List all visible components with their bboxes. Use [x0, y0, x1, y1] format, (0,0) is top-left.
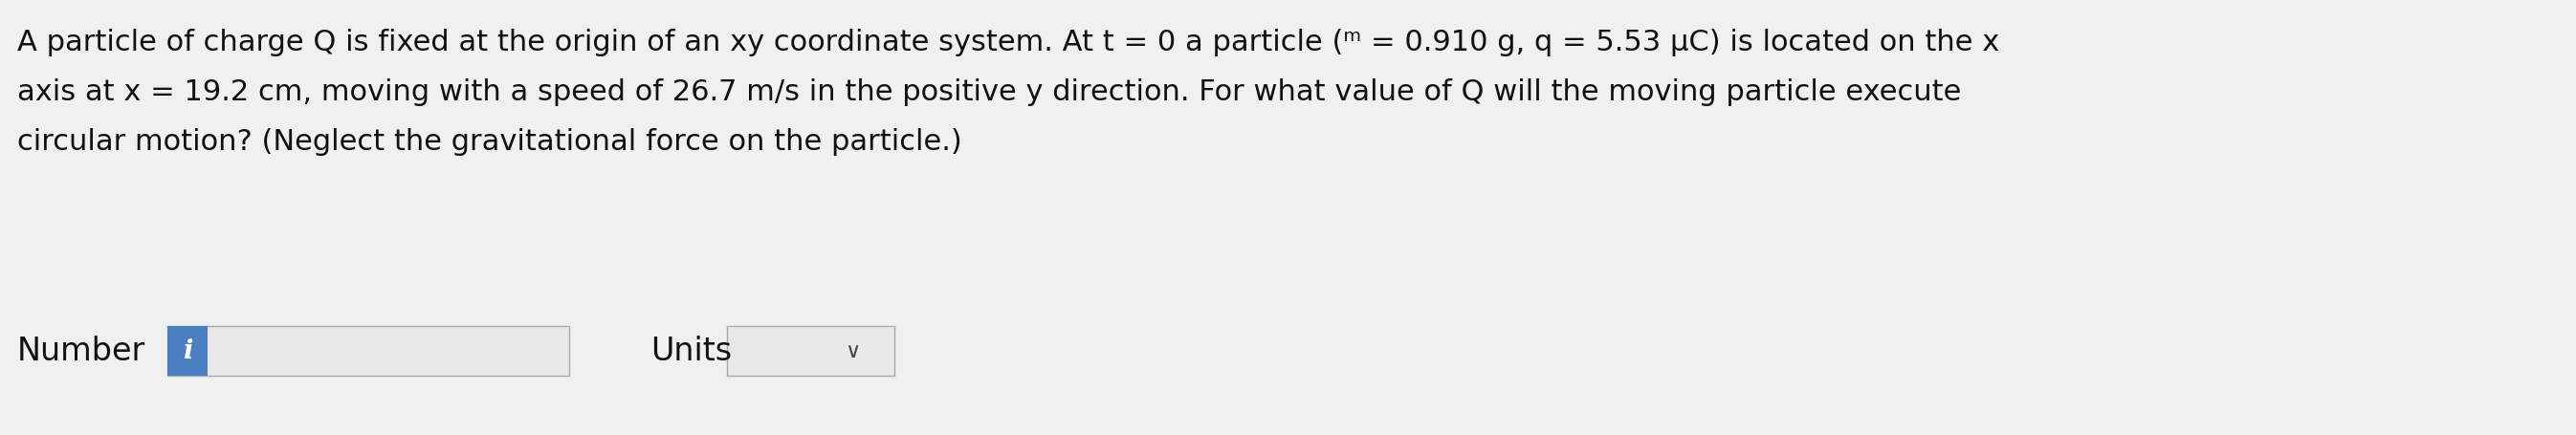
Text: circular motion? (Neglect the gravitational force on the particle.): circular motion? (Neglect the gravitatio… [18, 128, 961, 155]
Text: axis at x = 19.2 cm, moving with a speed of 26.7 m/s in the positive y direction: axis at x = 19.2 cm, moving with a speed… [18, 78, 1960, 106]
Text: i: i [183, 338, 193, 364]
Text: A particle of charge Q is fixed at the origin of an xy coordinate system. At t =: A particle of charge Q is fixed at the o… [18, 29, 1999, 56]
Text: ∨: ∨ [845, 341, 860, 361]
Text: Number: Number [18, 335, 147, 367]
Text: Units: Units [652, 335, 732, 367]
Bar [726, 326, 894, 376]
Bar [167, 326, 209, 376]
Bar [167, 326, 569, 376]
